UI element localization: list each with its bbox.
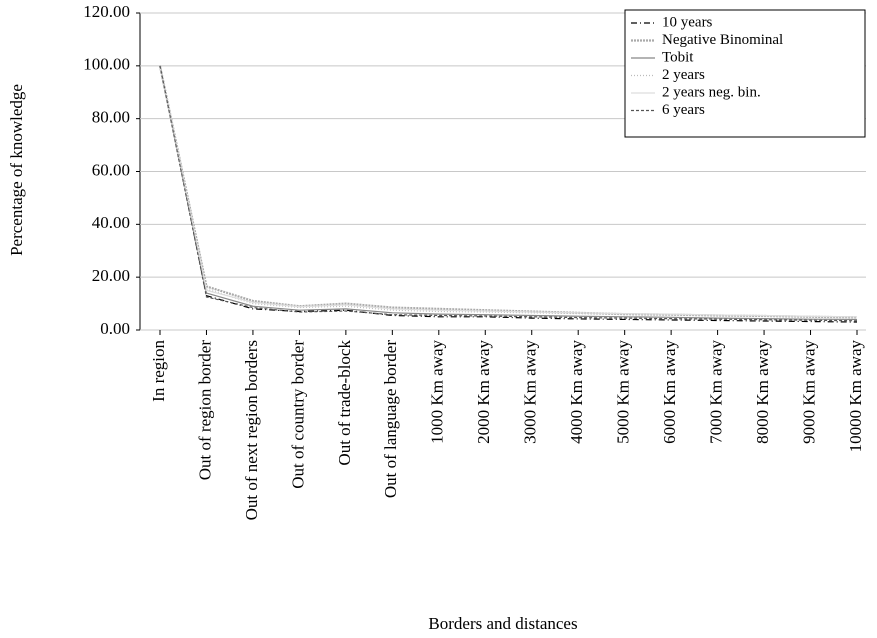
x-tick-label: 3000 Km away bbox=[521, 340, 540, 444]
x-tick-label: 1000 Km away bbox=[428, 340, 447, 444]
y-tick-label: 100.00 bbox=[83, 55, 130, 74]
y-tick-label: 20.00 bbox=[92, 266, 130, 285]
series-line bbox=[159, 65, 858, 323]
x-tick-label: 2000 Km away bbox=[474, 340, 493, 444]
legend-label: Tobit bbox=[662, 49, 694, 65]
y-tick-label: 40.00 bbox=[92, 213, 130, 232]
x-tick-label: 8000 Km away bbox=[753, 340, 772, 444]
x-axis-title: Borders and distances bbox=[428, 614, 577, 633]
series-line bbox=[159, 65, 858, 318]
x-tick-label: 4000 Km away bbox=[567, 340, 586, 444]
x-tick-label: 7000 Km away bbox=[707, 340, 726, 444]
x-tick-label: Out of next region borders bbox=[242, 340, 261, 520]
legend-box bbox=[624, 9, 866, 138]
legend-label: 6 years bbox=[662, 102, 705, 118]
series-line bbox=[159, 65, 858, 322]
legend-label: 2 years bbox=[662, 67, 705, 83]
legend-label: 10 years bbox=[662, 14, 713, 30]
y-tick-label: 80.00 bbox=[92, 108, 130, 127]
x-tick-label: Out of language border bbox=[381, 340, 400, 498]
y-tick-label: 60.00 bbox=[92, 160, 130, 179]
x-tick-label: Out of region border bbox=[195, 340, 214, 481]
x-tick-label: 9000 Km away bbox=[799, 340, 818, 444]
legend-label: Negative Binominal bbox=[662, 32, 783, 48]
x-tick-label: 6000 Km away bbox=[660, 340, 679, 444]
y-tick-label: 120.00 bbox=[83, 2, 130, 21]
x-tick-label: Out of country border bbox=[288, 340, 307, 489]
legend-label: 2 years neg. bin. bbox=[662, 84, 761, 100]
series-line bbox=[159, 65, 858, 318]
x-tick-label: In region bbox=[149, 340, 168, 402]
x-tick-label: Out of trade-block bbox=[335, 340, 354, 466]
x-tick-label: 10000 Km away bbox=[846, 340, 865, 453]
y-tick-label: 0.00 bbox=[100, 319, 130, 338]
x-tick-label: 5000 Km away bbox=[614, 340, 633, 444]
series-line bbox=[159, 65, 858, 321]
y-axis-title: Percentage of knowledge bbox=[7, 84, 26, 256]
